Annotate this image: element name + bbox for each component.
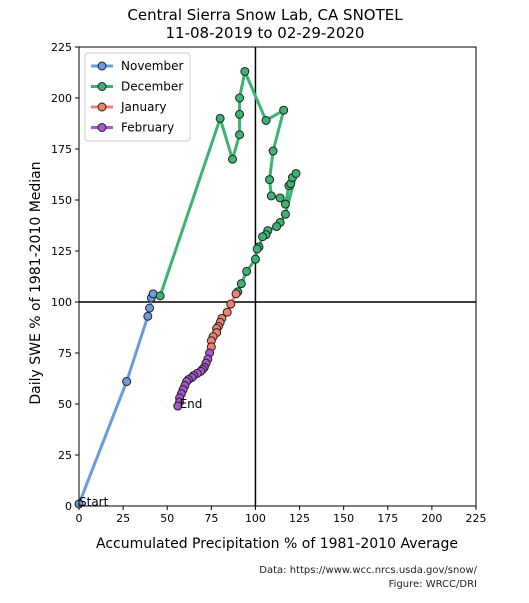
y-axis-label: Daily SWE % of 1981-2010 Median [28, 161, 44, 404]
data-point-december [236, 279, 246, 289]
data-point-december [261, 115, 271, 125]
data-point-december [252, 244, 262, 254]
y-tick-label: 150 [51, 194, 72, 207]
data-point-february [173, 401, 183, 411]
legend-box [84, 52, 191, 142]
y-tick-label: 200 [51, 92, 72, 105]
series-points-february [173, 348, 215, 411]
data-point-december [291, 168, 301, 178]
data-point-november [122, 377, 132, 387]
x-tick-label: 175 [377, 512, 398, 525]
y-tick-label: 225 [51, 41, 72, 54]
legend-item-february: February [91, 121, 174, 135]
data-point-december [235, 109, 245, 119]
y-tick-label: 125 [51, 245, 72, 258]
data-point-december [235, 130, 245, 140]
data-point-january [222, 307, 232, 317]
data-point-december [240, 66, 250, 76]
x-tick-label: 50 [160, 512, 174, 525]
data-point-january [231, 289, 241, 299]
legend-item-november: November [91, 59, 183, 73]
x-tick-label: 100 [245, 512, 266, 525]
data-point-december [250, 254, 260, 264]
chart-subtitle: 11-08-2019 to 02-29-2020 [166, 24, 365, 42]
legend-label: January [120, 100, 167, 114]
legend-item-january: January [91, 100, 167, 114]
data-point-december [266, 191, 276, 201]
annotation-end: End [180, 397, 203, 411]
legend-label: November [121, 59, 183, 73]
data-point-november [143, 311, 153, 321]
data-point-november [145, 303, 155, 313]
figure-credit: Figure: WRCC/DRI [388, 579, 477, 590]
y-tick-label: 175 [51, 143, 72, 156]
data-point-december [235, 93, 245, 103]
y-tick-label: 0 [65, 500, 72, 513]
x-tick-label: 75 [204, 512, 218, 525]
x-tick-label: 125 [289, 512, 310, 525]
legend-swatch-marker [97, 61, 107, 71]
series-points-december [155, 66, 301, 301]
data-point-december [268, 146, 278, 156]
legend-label: February [121, 121, 174, 135]
x-tick-label: 150 [333, 512, 354, 525]
data-credit: Data: https://www.wcc.nrcs.usda.gov/snow… [259, 565, 477, 576]
data-point-december [155, 291, 165, 301]
plot-frame [78, 46, 477, 507]
data-point-december [265, 175, 275, 185]
legend-swatch-marker [97, 102, 107, 112]
x-axis-label: Accumulated Precipitation % of 1981-2010… [96, 536, 458, 552]
data-point-december [258, 232, 268, 242]
data-point-december [275, 193, 285, 203]
chart-title: Central Sierra Snow Lab, CA SNOTEL [127, 6, 403, 24]
data-point-december [228, 154, 238, 164]
legend-label: December [121, 80, 183, 94]
legend-swatch-marker [97, 123, 107, 132]
x-tick-label: 200 [421, 512, 442, 525]
annotation-start: Start [79, 495, 109, 509]
legend: November December January February [84, 52, 191, 142]
x-tick-label: 25 [116, 512, 130, 525]
data-point-december [280, 209, 290, 219]
y-tick-label: 75 [58, 347, 72, 360]
data-point-december [280, 199, 290, 209]
data-point-december [215, 113, 225, 123]
x-tick-label: 0 [76, 512, 83, 525]
y-tick-label: 50 [58, 398, 72, 411]
data-point-january [226, 299, 236, 309]
data-point-december [279, 105, 289, 115]
legend-swatch-marker [97, 82, 107, 91]
series-points-november [74, 289, 158, 509]
series-november [77, 293, 155, 505]
series-points-january [206, 289, 241, 352]
series-line-november [77, 293, 155, 505]
data-point-december [272, 222, 282, 232]
x-tick-label: 225 [466, 512, 487, 525]
y-tick-label: 25 [58, 449, 72, 462]
legend-item-december: December [91, 80, 183, 94]
data-point-december [242, 266, 252, 276]
y-tick-label: 100 [51, 296, 72, 309]
